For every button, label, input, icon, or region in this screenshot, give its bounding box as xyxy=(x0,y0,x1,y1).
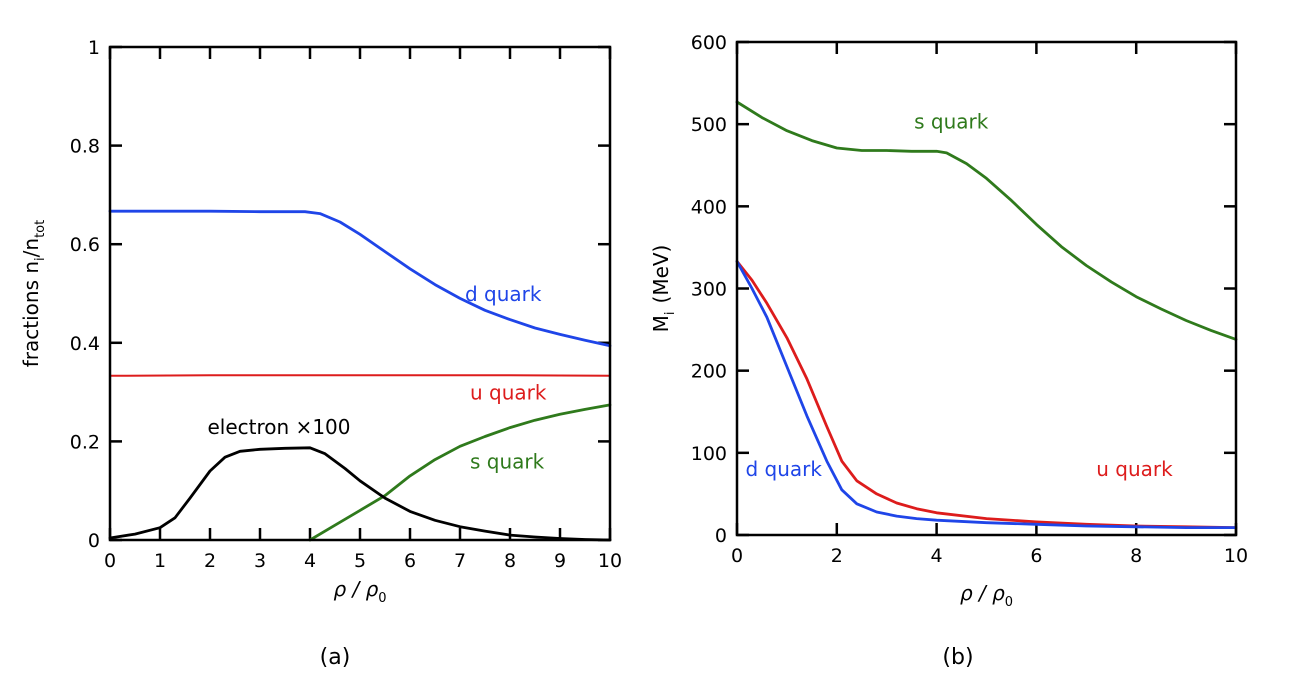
panel-a-series xyxy=(108,209,612,542)
y-tick-label: 600 xyxy=(691,32,727,54)
y-tick-label: 300 xyxy=(691,279,727,301)
series-label-u-quark: u quark xyxy=(1096,457,1173,481)
series-label-u-quark: u quark xyxy=(470,380,547,404)
series-line-u-quark xyxy=(735,259,1238,529)
series-label-s-quark: s quark xyxy=(914,109,989,133)
y-tick-label: 0 xyxy=(715,525,727,547)
panel-b-series-labels: s quark u quark d quark xyxy=(745,109,1173,481)
x-tick-label: 7 xyxy=(454,550,466,572)
series-label-d-quark: d quark xyxy=(745,457,822,481)
x-tick-label: 4 xyxy=(304,550,316,572)
panel-b-frame xyxy=(735,40,1238,537)
panel-b-series xyxy=(735,100,1238,529)
x-tick-label: 8 xyxy=(504,550,516,572)
y-tick-label: 500 xyxy=(691,114,727,136)
x-tick-label: 3 xyxy=(254,550,266,572)
x-tick-label: 0 xyxy=(104,550,116,572)
x-tick-label: 6 xyxy=(1030,545,1042,567)
panel-b-x-axis-title: ρ / ρ0 xyxy=(960,581,1013,610)
panel-b: 0 2 4 6 8 10 0 100 200 300 400 500 600 s quark u qua… xyxy=(649,32,1248,670)
x-tick-label: 0 xyxy=(731,545,743,567)
x-tick-label: 2 xyxy=(831,545,843,567)
y-tick-label: 0.2 xyxy=(70,431,100,453)
y-tick-label: 200 xyxy=(691,361,727,383)
series-line-d-quark xyxy=(735,259,1238,529)
x-tick-label: 10 xyxy=(598,550,622,572)
x-tick-label: 9 xyxy=(554,550,566,572)
x-tick-label: 6 xyxy=(404,550,416,572)
series-label-s-quark: s quark xyxy=(470,450,545,474)
series-line-u-quark xyxy=(109,374,611,377)
y-tick-label: 1 xyxy=(88,37,100,59)
panel-b-x-tick-labels: 0 2 4 6 8 10 xyxy=(731,545,1248,567)
x-tick-label: 8 xyxy=(1130,545,1142,567)
y-tick-label: 0.4 xyxy=(70,333,100,355)
panel-b-caption: (b) xyxy=(942,645,973,670)
panel-b-y-tick-labels: 0 100 200 300 400 500 600 xyxy=(691,32,727,547)
series-label-d-quark: d quark xyxy=(465,282,542,306)
series-line-s-quark xyxy=(308,403,612,542)
x-tick-label: 1 xyxy=(154,550,166,572)
series-label-electron-100: electron ×100 xyxy=(208,415,351,439)
panel-b-y-axis-title: Mi(MeV) xyxy=(649,245,678,333)
panel-a-y-axis-title: fractions ni/ntot xyxy=(19,220,48,367)
series-line-electron-100 xyxy=(108,446,612,542)
panel-a-x-axis-title: ρ / ρ0 xyxy=(333,577,386,606)
x-tick-label: 4 xyxy=(931,545,943,567)
y-tick-label: 0.6 xyxy=(70,234,100,256)
x-tick-label: 2 xyxy=(204,550,216,572)
panel-a-frame xyxy=(108,45,612,542)
y-tick-label: 400 xyxy=(691,196,727,218)
panel-a-caption: (a) xyxy=(320,645,351,670)
y-tick-label: 0.8 xyxy=(70,136,100,158)
y-tick-label: 0 xyxy=(88,530,100,552)
series-line-d-quark xyxy=(108,209,612,348)
series-line-s-quark xyxy=(735,100,1238,341)
panel-a-y-tick-labels: 0 0.2 0.4 0.6 0.8 1 xyxy=(70,37,100,552)
x-tick-label: 5 xyxy=(354,550,366,572)
panel-a: 0 1 2 3 4 5 6 7 8 9 10 0 0.2 0.4 0.6 0.8 1 d quark u qua… xyxy=(19,37,622,670)
y-tick-label: 100 xyxy=(691,443,727,465)
x-tick-label: 10 xyxy=(1224,545,1248,567)
panel-a-x-tick-labels: 0 1 2 3 4 5 6 7 8 9 10 xyxy=(104,550,622,572)
panel-a-series-labels: d quark u quark s quark electron ×100 xyxy=(208,282,547,474)
